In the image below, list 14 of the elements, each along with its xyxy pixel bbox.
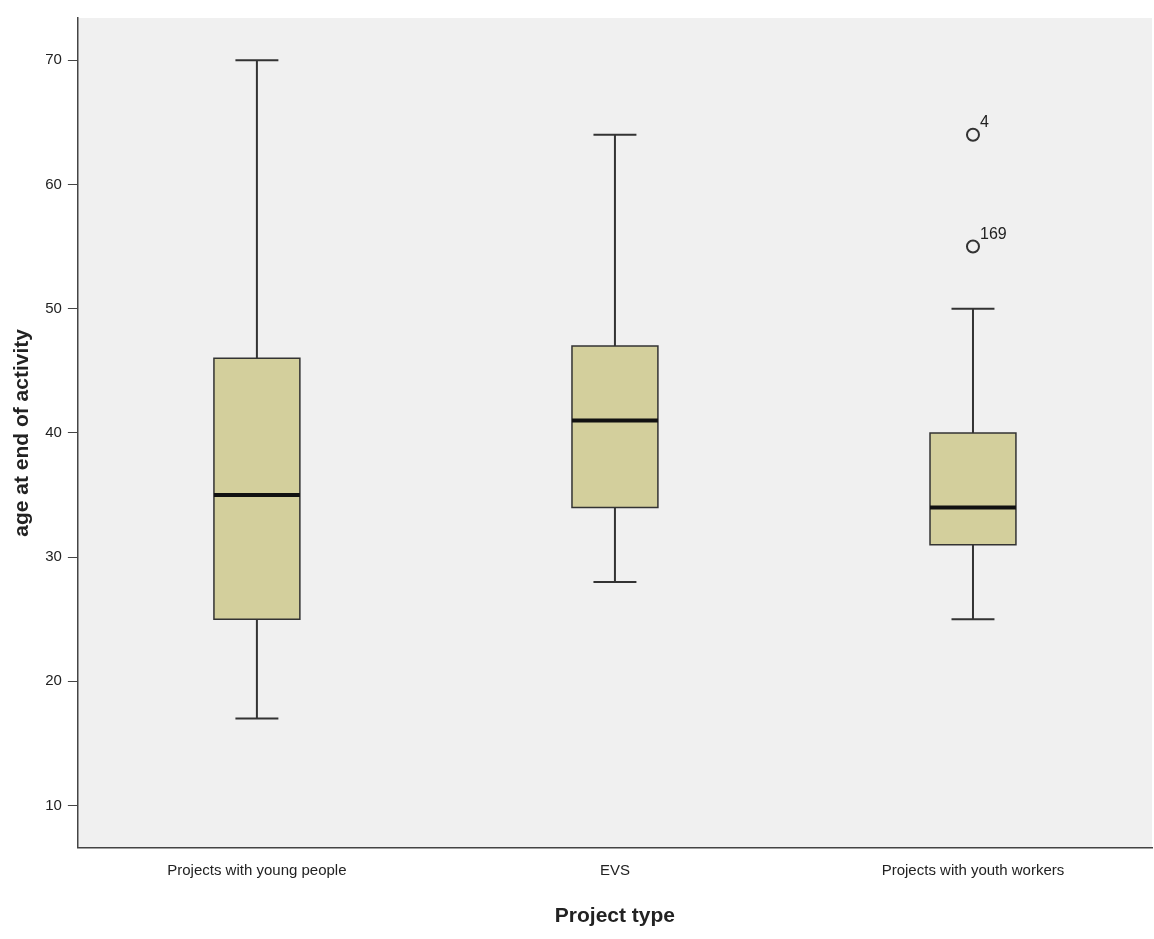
x-tick-label: Projects with young people <box>167 860 347 878</box>
y-axis-title: age at end of activity <box>9 328 33 537</box>
y-tick-label: 30 <box>45 547 62 565</box>
x-axis-title: Project type <box>554 903 676 927</box>
y-tick-label: 20 <box>45 671 62 689</box>
y-tick-label: 50 <box>45 298 62 316</box>
x-tick-label: EVS <box>599 860 630 878</box>
annotation: 4 <box>979 113 989 131</box>
y-tick-label: 70 <box>45 50 62 68</box>
y-tick-label: 60 <box>45 174 62 192</box>
annotation: 169 <box>979 224 1007 242</box>
y-tick-label: 10 <box>45 795 62 813</box>
x-tick-label: Projects with youth workers <box>881 860 1065 878</box>
y-tick-label: 40 <box>45 423 62 441</box>
